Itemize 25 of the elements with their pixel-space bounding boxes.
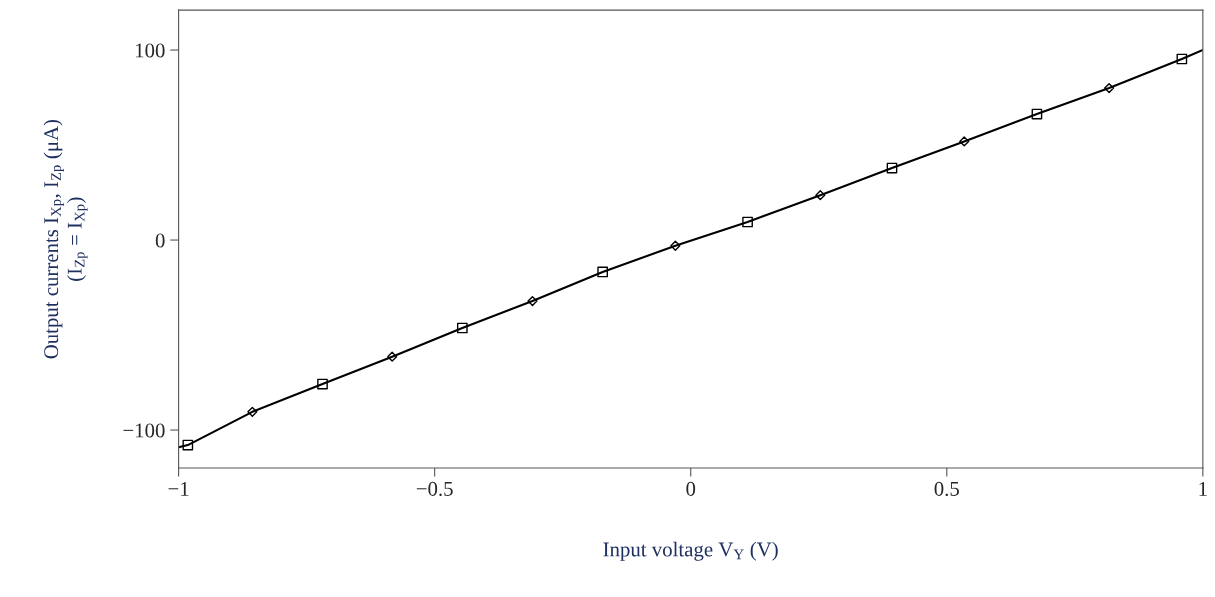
x-tick-label: 0 xyxy=(686,481,696,496)
point xyxy=(182,439,194,451)
point xyxy=(527,295,538,307)
x-tick-label: 1 xyxy=(1199,481,1207,496)
point xyxy=(815,190,826,201)
point xyxy=(742,216,753,228)
point xyxy=(1104,82,1115,94)
point xyxy=(456,322,468,334)
x-tick-label: −0.5 xyxy=(416,481,453,496)
point xyxy=(387,351,398,362)
point xyxy=(1031,108,1043,120)
point xyxy=(959,136,970,147)
point xyxy=(597,266,608,278)
text: Output currents I$_{Xp}$, I$_{Zp}$ (μA) (I$_{Zp}$ = I$_{Xp}$) xyxy=(43,119,88,359)
y-tick-label: −100 xyxy=(123,423,165,438)
point xyxy=(317,378,328,390)
x-tick-label: 0.5 xyxy=(934,481,959,496)
y-tick-label: 0 xyxy=(155,233,165,248)
point xyxy=(886,162,898,174)
point xyxy=(670,240,681,251)
y-tick-label: 100 xyxy=(135,43,165,58)
point xyxy=(1176,53,1188,65)
x-tick-label: −1 xyxy=(168,481,189,496)
point xyxy=(247,406,258,417)
x-axis-title: Input voltage V$_{Y}$ (V) xyxy=(603,541,778,561)
